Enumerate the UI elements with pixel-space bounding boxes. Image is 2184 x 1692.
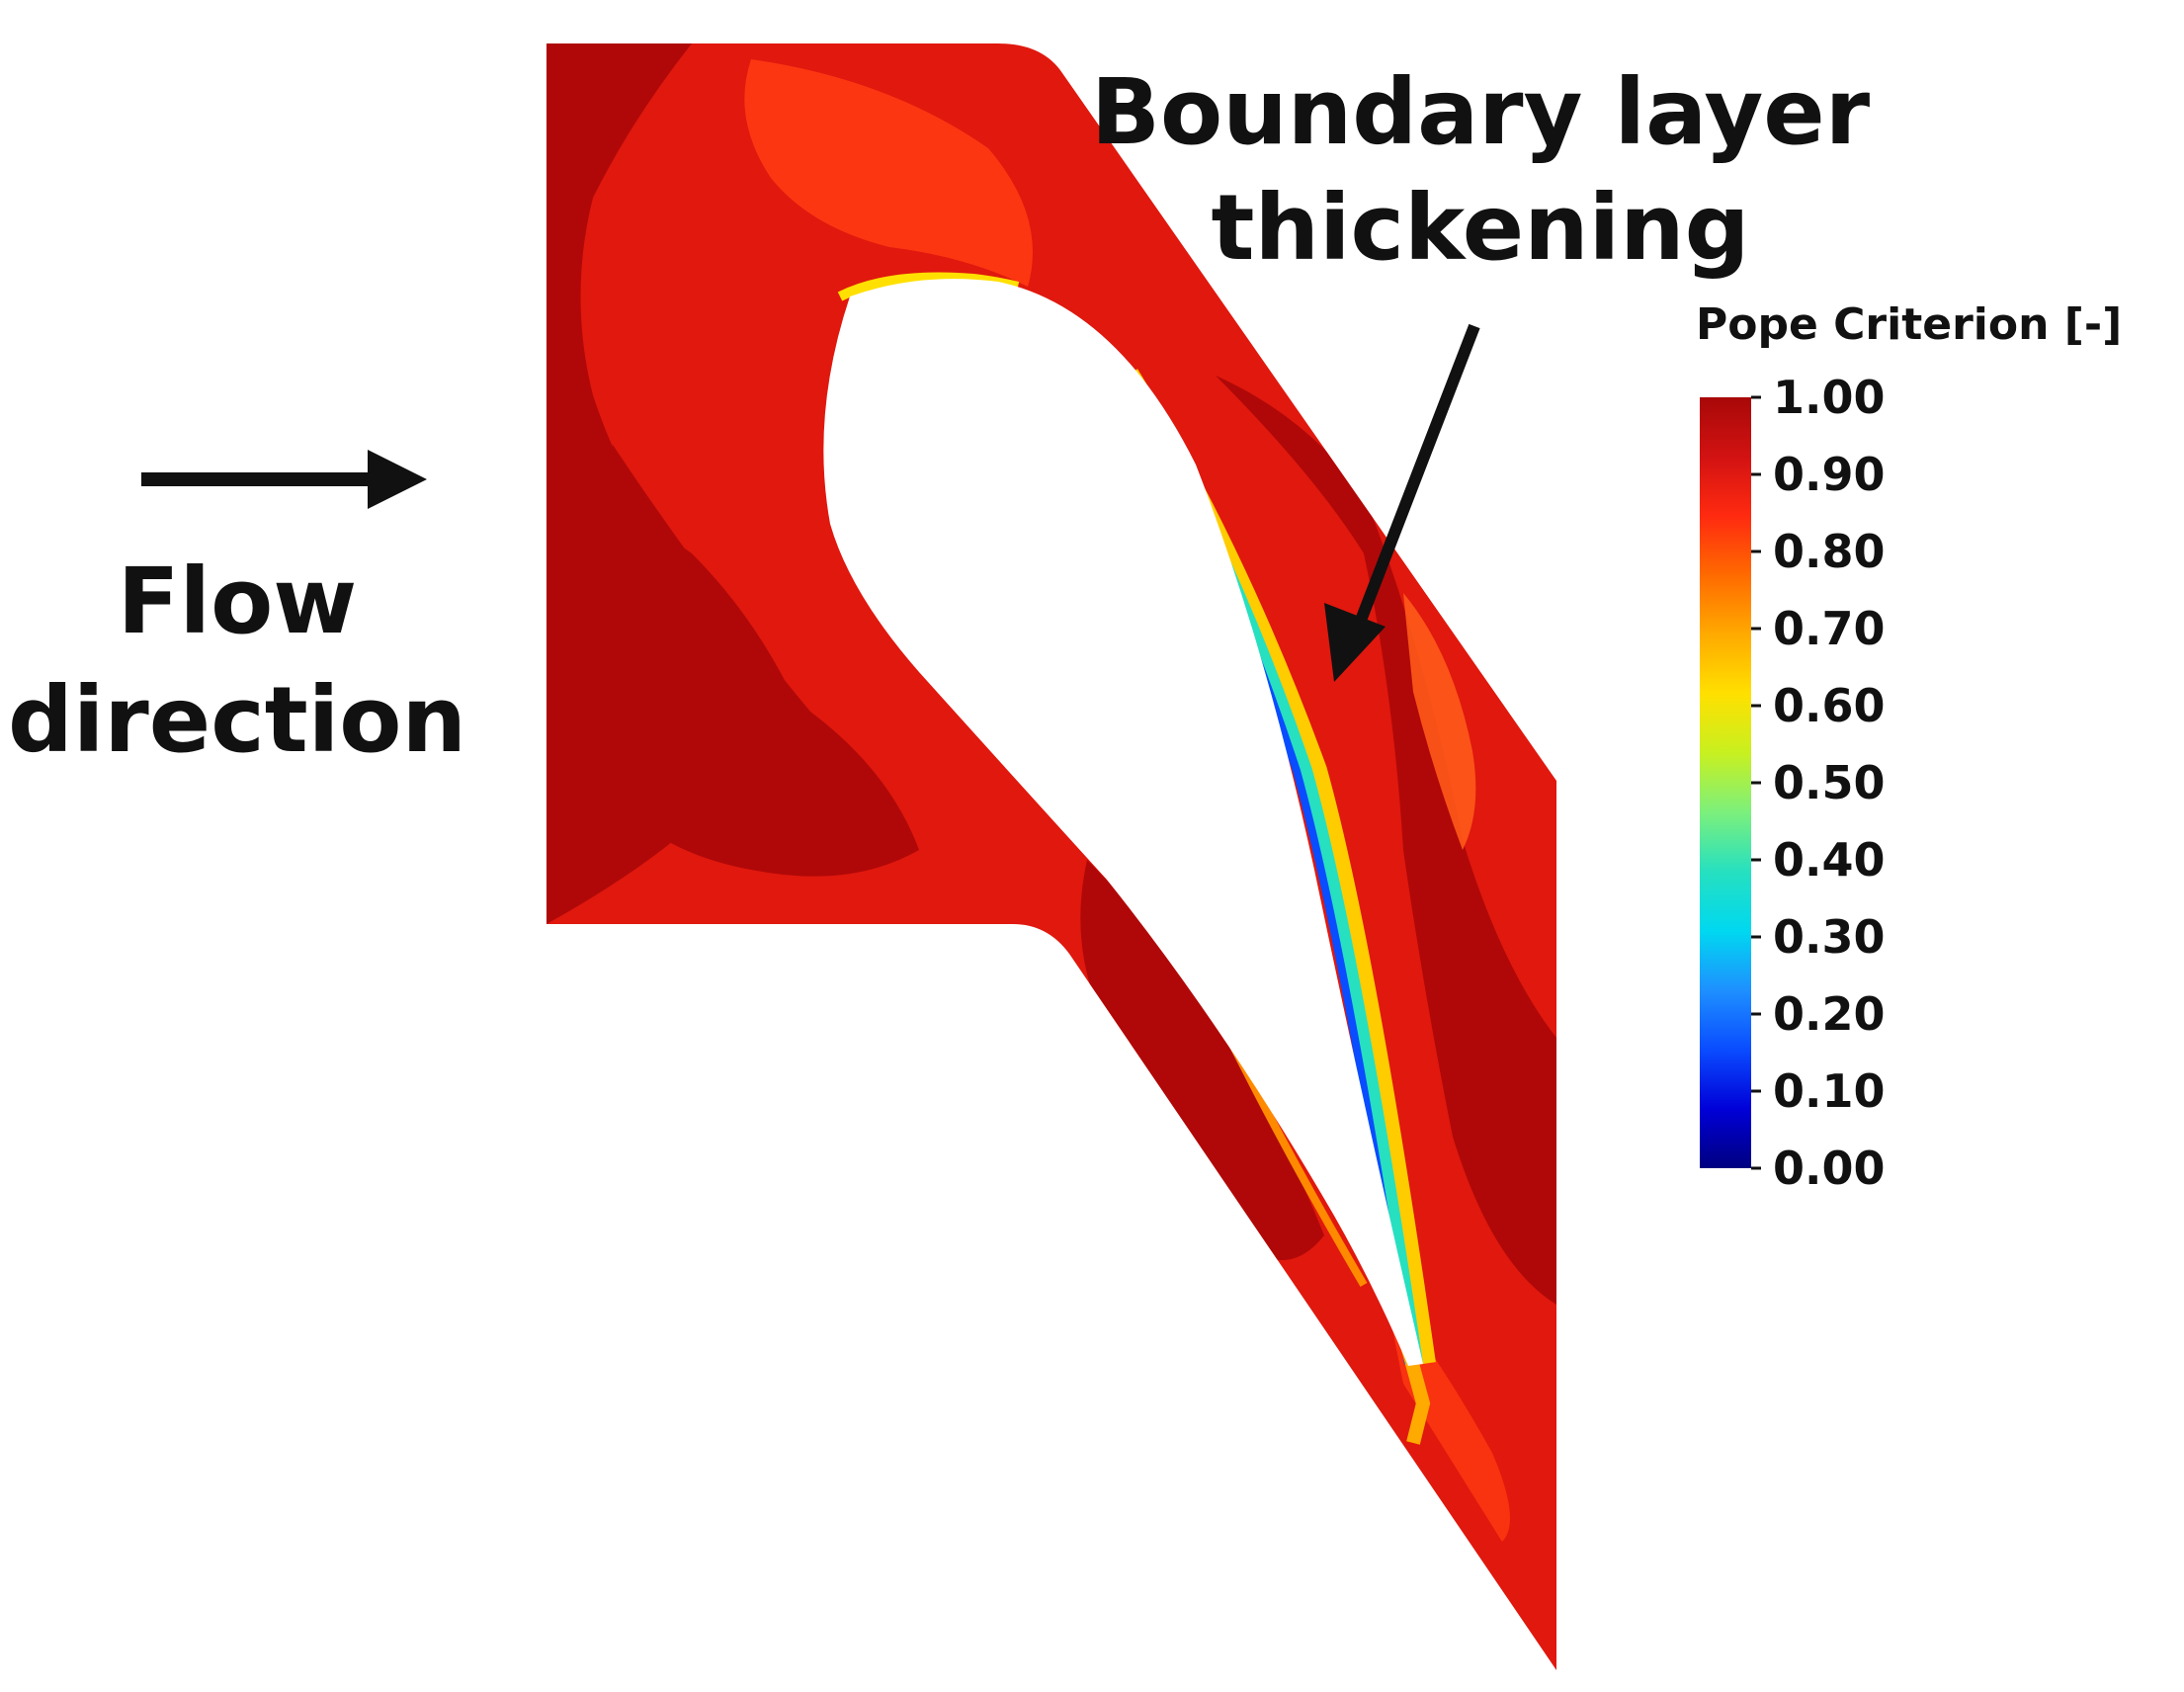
upper-light-region [744,59,1033,287]
flow-direction-arrow [141,450,427,509]
pressure-dark-region [1080,860,1324,1260]
legend-title: Pope Criterion [-] [1696,299,2122,350]
colorbar [1700,397,1751,1168]
colorbar-tick-label: 0.80 [1773,525,1886,578]
suction-dark-region [1216,376,1556,1305]
boundary-layer-arrow [1324,323,1480,682]
turbine-blade [823,279,1423,1367]
suction-light-streak [1403,593,1476,850]
colorbar-tick-label: 0.00 [1773,1142,1886,1195]
colorbar-tick-label: 0.90 [1773,448,1886,501]
boundary-layer-label-line1: Boundary layer [1091,59,1871,165]
colorbar-ticks: 1.00 0.90 0.80 0.70 0.60 0.50 0.40 0.30 0.20 0.10… [1751,371,1886,1195]
colorbar-tick-label: 0.30 [1773,910,1886,964]
leading-edge-dark-region [586,445,919,877]
colorbar-tick-label: 0.60 [1773,679,1886,732]
flow-label-line2: direction [8,667,466,773]
colorbar-tick-label: 0.20 [1773,987,1886,1041]
colorbar-tick-label: 1.00 [1773,371,1886,424]
colorbar-tick-label: 0.40 [1773,833,1886,887]
colorbar-legend: Pope Criterion [-] 1.00 0.90 0.80 0.70 0.60 0… [1696,299,2122,1195]
boundary-layer-label-line2: thickening [1211,175,1749,281]
colorbar-tick-label: 0.10 [1773,1064,1886,1118]
colorbar-tick-label: 0.50 [1773,756,1886,809]
cfd-domain [546,43,1556,1670]
flow-label-line1: Flow [118,549,358,654]
colorbar-tick-label: 0.70 [1773,602,1886,655]
contour-patches [546,43,1556,1542]
